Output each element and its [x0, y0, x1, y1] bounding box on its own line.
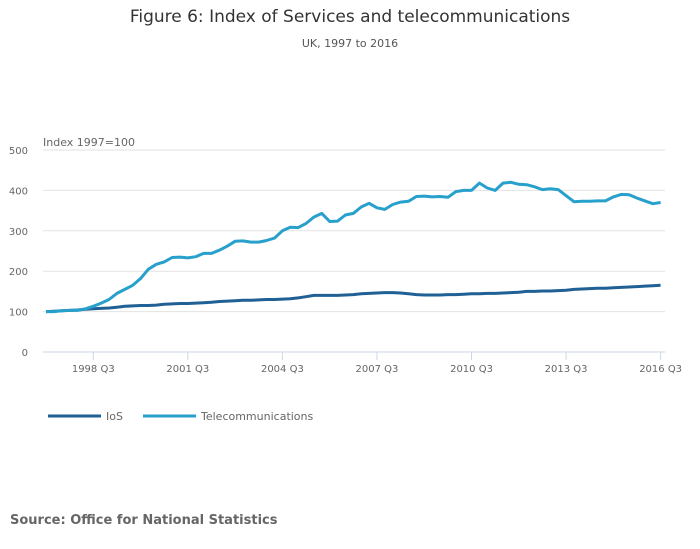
legend-label: IoS [106, 410, 123, 423]
y-tick-label: 400 [9, 186, 28, 197]
chart-subtitle: UK, 1997 to 2016 [301, 37, 399, 50]
x-tick-label: 1998 Q3 [72, 364, 115, 375]
source-note: Source: Office for National Statistics [10, 513, 278, 528]
y-tick-label: 300 [9, 227, 28, 238]
legend-label: Telecommunications [200, 410, 314, 423]
series-line-telecommunications [46, 180, 661, 314]
y-tick-label: 0 [22, 348, 28, 359]
x-tick-label: 2001 Q3 [166, 364, 209, 375]
y-axis-label: Index 1997=100 [43, 136, 135, 149]
x-tick-label: 2010 Q3 [450, 364, 493, 375]
y-tick-label: 500 [9, 146, 28, 157]
x-tick-label: 2016 Q3 [639, 364, 682, 375]
series-line-ios [45, 283, 661, 314]
y-tick-label: 200 [9, 267, 28, 278]
x-tick-label: 2007 Q3 [356, 364, 399, 375]
x-tick-label: 2013 Q3 [545, 364, 588, 375]
x-tick-label: 2004 Q3 [261, 364, 304, 375]
y-tick-label: 100 [9, 308, 28, 319]
chart-title: Figure 6: Index of Services and telecomm… [129, 7, 571, 27]
